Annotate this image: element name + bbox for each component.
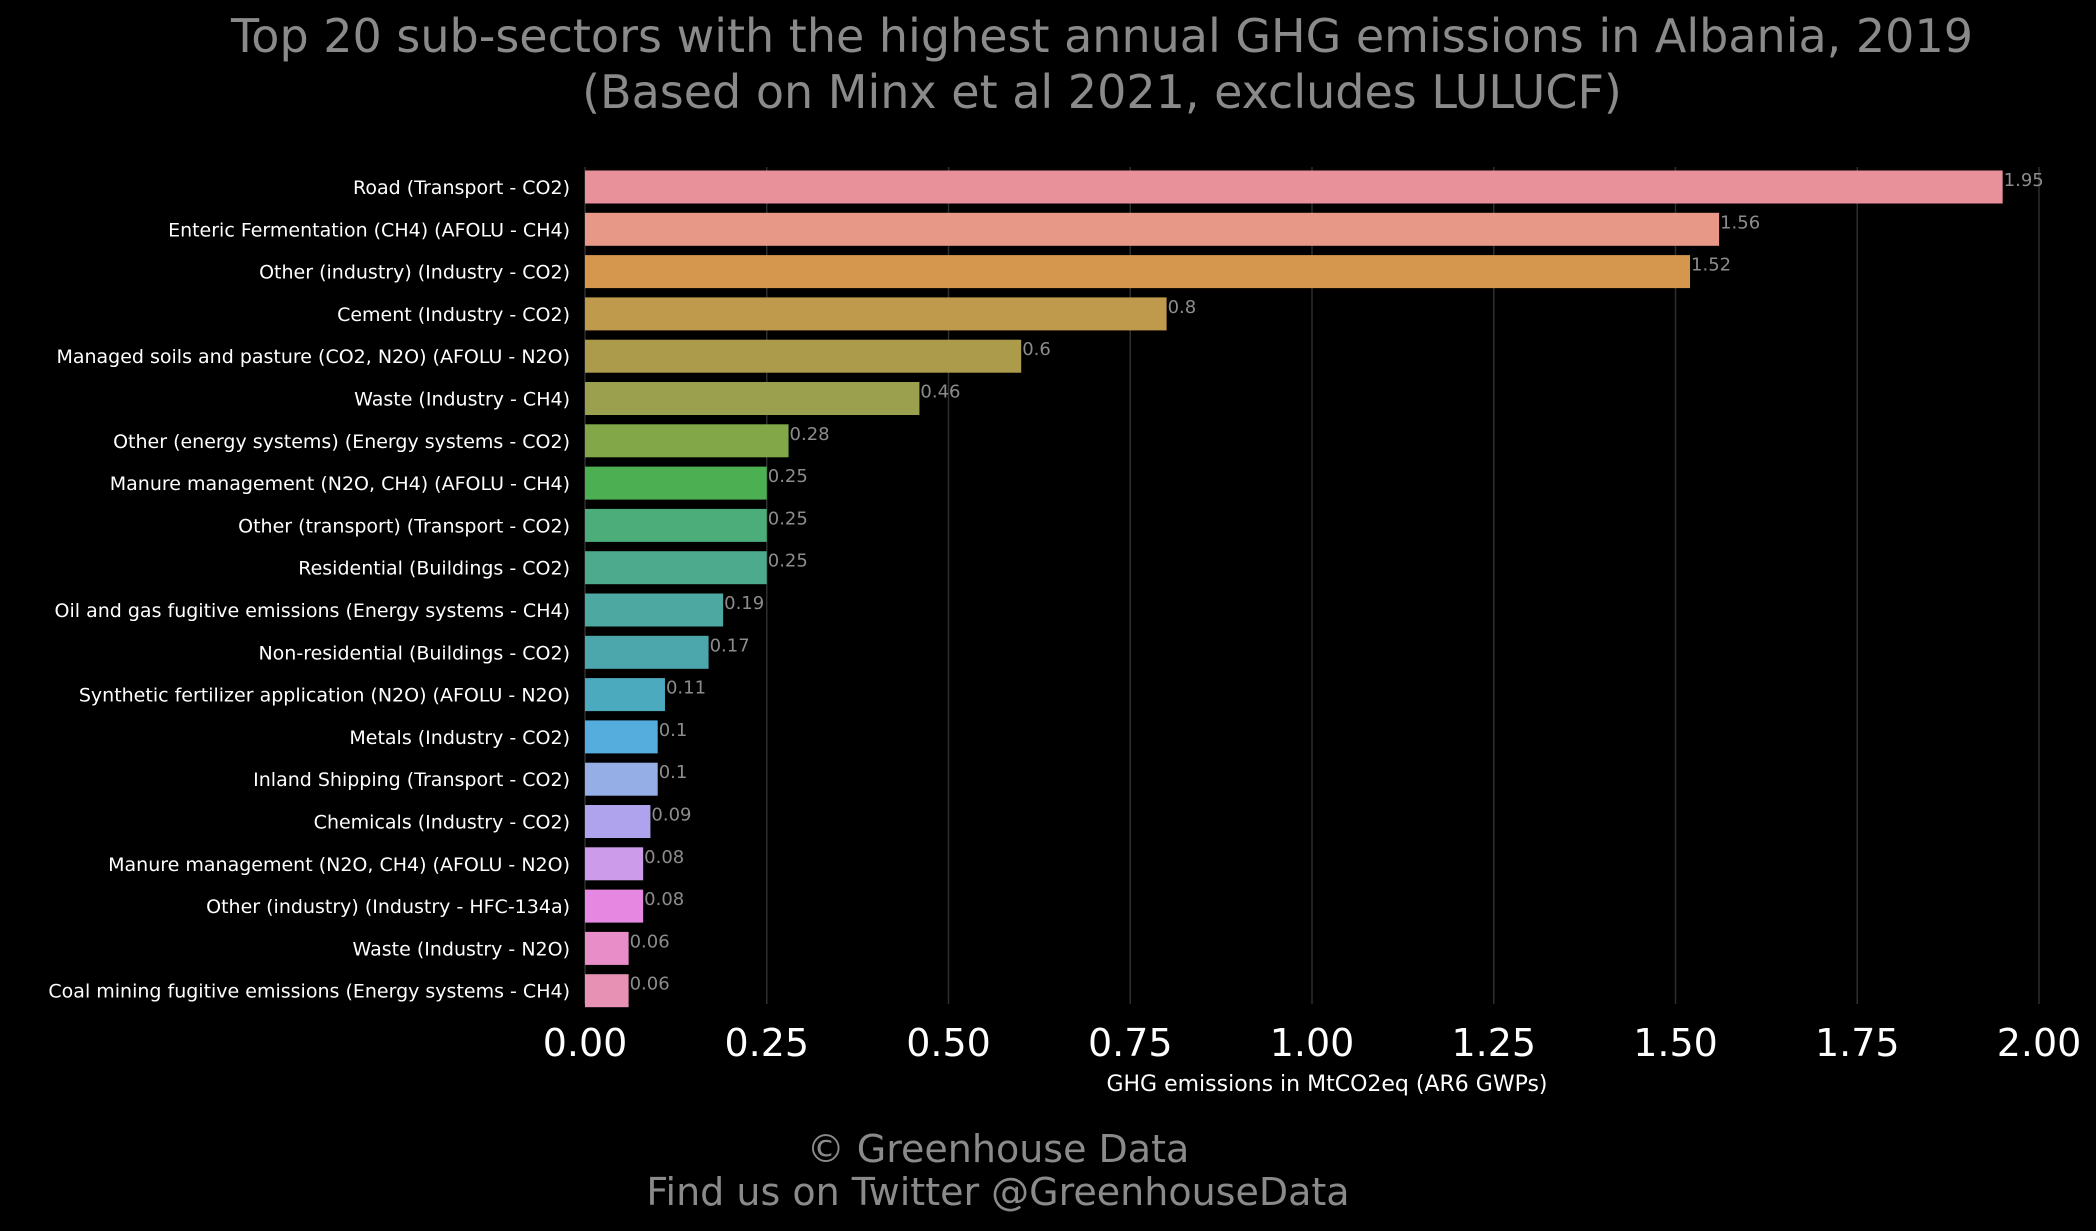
value-label: 0.06 <box>630 931 670 952</box>
bar <box>585 593 724 627</box>
value-label: 0.25 <box>768 466 808 487</box>
category-label: Residential (Buildings - CO2) <box>298 558 570 580</box>
x-tick-label: 2.00 <box>1997 1021 2082 1065</box>
category-label: Other (industry) (Industry - CO2) <box>259 262 570 284</box>
value-label: 1.95 <box>2004 170 2044 191</box>
value-label: 0.11 <box>666 678 706 699</box>
bars <box>585 170 2003 1008</box>
bar <box>585 508 767 542</box>
bar <box>585 212 1720 246</box>
category-label: Road (Transport - CO2) <box>353 177 570 199</box>
x-tick-labels: 0.00 0.25 0.50 0.75 1.00 1.25 1.50 1.75 2.00 <box>543 1021 2082 1065</box>
bar <box>585 339 1022 373</box>
chart-title-line-1: Top 20 sub-sectors with the highest annu… <box>230 9 1973 63</box>
bar <box>585 170 2003 204</box>
bar <box>585 551 767 585</box>
category-label: Metals (Industry - CO2) <box>349 727 570 749</box>
bar <box>585 424 789 458</box>
value-label: 0.06 <box>630 974 670 995</box>
x-tick-label: 0.00 <box>543 1021 628 1065</box>
category-label: Cement (Industry - CO2) <box>337 304 570 326</box>
bar <box>585 255 1691 289</box>
x-tick-label: 0.25 <box>724 1021 809 1065</box>
category-label: Waste (Industry - CH4) <box>354 389 570 411</box>
x-tick-label: 0.50 <box>906 1021 991 1065</box>
category-label: Synthetic fertilizer application (N2O) (… <box>79 685 570 707</box>
value-label: 0.25 <box>768 551 808 572</box>
x-tick-label: 1.50 <box>1633 1021 1718 1065</box>
value-label: 0.6 <box>1022 339 1051 360</box>
category-label: Other (industry) (Industry - HFC-134a) <box>206 896 570 918</box>
value-label: 0.17 <box>710 635 750 656</box>
value-label: 0.1 <box>659 720 688 741</box>
bar <box>585 678 665 712</box>
value-label: 1.56 <box>1720 212 1760 233</box>
x-axis-title: GHG emissions in MtCO2eq (AR6 GWPs) <box>1106 1072 1547 1097</box>
bar <box>585 847 644 881</box>
bar <box>585 889 644 923</box>
value-label: 1.52 <box>1691 255 1731 276</box>
category-labels: Road (Transport - CO2) Enteric Fermentati… <box>48 177 570 1003</box>
grid-lines <box>584 167 2040 1004</box>
category-label: Oil and gas fugitive emissions (Energy s… <box>55 600 570 622</box>
category-label: Manure management (N2O, CH4) (AFOLU - CH… <box>110 473 570 495</box>
category-label: Managed soils and pasture (CO2, N2O) (AF… <box>56 346 570 368</box>
x-tick-label: 1.00 <box>1270 1021 1355 1065</box>
chart-title-line-2: (Based on Minx et al 2021, excludes LULU… <box>582 65 1622 119</box>
bar <box>585 720 658 754</box>
bar <box>585 382 920 415</box>
bar <box>585 466 767 500</box>
value-label: 0.09 <box>651 805 691 826</box>
x-tick-label: 0.75 <box>1088 1021 1173 1065</box>
value-label: 0.25 <box>768 508 808 529</box>
value-label: 0.08 <box>644 847 684 868</box>
bar <box>585 974 629 1008</box>
value-labels: 1.951.561.520.80.60.460.280.250.250.250.… <box>630 170 2044 995</box>
value-label: 0.19 <box>724 593 764 614</box>
value-label: 0.08 <box>644 889 684 910</box>
category-label: Other (transport) (Transport - CO2) <box>238 515 570 537</box>
category-label: Coal mining fugitive emissions (Energy s… <box>48 981 570 1003</box>
category-label: Enteric Fermentation (CH4) (AFOLU - CH4) <box>168 219 570 241</box>
bar <box>585 931 629 965</box>
bar <box>585 805 651 838</box>
footer-twitter: Find us on Twitter @GreenhouseData <box>646 1170 1349 1214</box>
category-label: Other (energy systems) (Energy systems -… <box>113 431 570 453</box>
value-label: 0.1 <box>659 762 688 783</box>
bar <box>585 635 709 669</box>
bar <box>585 297 1167 331</box>
x-tick-label: 1.25 <box>1451 1021 1536 1065</box>
category-label: Chemicals (Industry - CO2) <box>314 812 570 834</box>
value-label: 0.46 <box>920 382 960 403</box>
category-label: Waste (Industry - N2O) <box>353 938 570 960</box>
x-tick-label: 1.75 <box>1815 1021 1900 1065</box>
footer-copyright: © Greenhouse Data <box>807 1127 1190 1171</box>
bar <box>585 762 658 796</box>
category-label: Inland Shipping (Transport - CO2) <box>253 769 570 791</box>
category-label: Manure management (N2O, CH4) (AFOLU - N2… <box>108 854 570 876</box>
value-label: 0.28 <box>790 424 830 445</box>
value-label: 0.8 <box>1168 297 1197 318</box>
category-label: Non-residential (Buildings - CO2) <box>258 642 570 664</box>
